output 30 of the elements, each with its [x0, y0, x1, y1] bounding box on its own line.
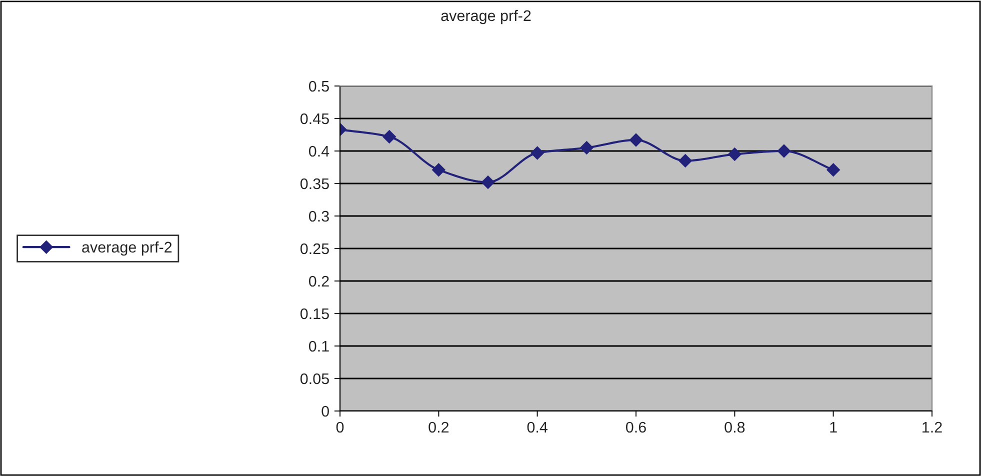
x-tick-label: 1.2	[922, 422, 942, 432]
y-tick-label: 0.45	[300, 113, 329, 124]
point	[530, 146, 544, 160]
y-tick-label: 0.05	[300, 373, 329, 384]
y-tick-label: 0.1	[308, 340, 329, 352]
point	[629, 133, 643, 147]
point	[826, 163, 840, 176]
y-tick-label: 0.15	[300, 308, 329, 320]
x-tick-label: 1	[830, 422, 837, 432]
y-tick-label: 0.2	[308, 276, 329, 287]
point	[432, 163, 446, 176]
point	[580, 141, 594, 154]
point	[728, 148, 742, 161]
y-tick-label: 0	[322, 406, 329, 417]
legend-label: average prf-2	[82, 241, 172, 256]
y-tick-label: 0.3	[308, 210, 329, 222]
point	[777, 144, 791, 158]
y-tick-label: 0.4	[308, 146, 330, 157]
x-tick-label: 0.6	[626, 422, 646, 433]
x-tick-label: 0.2	[428, 422, 449, 433]
point	[678, 154, 692, 168]
chart-title: average prf-2	[441, 10, 531, 24]
y-tick-label: 0.35	[300, 178, 329, 190]
point	[481, 176, 495, 189]
y-tick-label: 0.5	[308, 80, 329, 92]
x-tick-label: 0.8	[724, 422, 745, 433]
point	[382, 130, 396, 144]
x-tick-label: 0	[336, 422, 344, 433]
y-tick-label: 0.25	[300, 243, 329, 254]
x-tick-label: 0.4	[527, 422, 548, 433]
